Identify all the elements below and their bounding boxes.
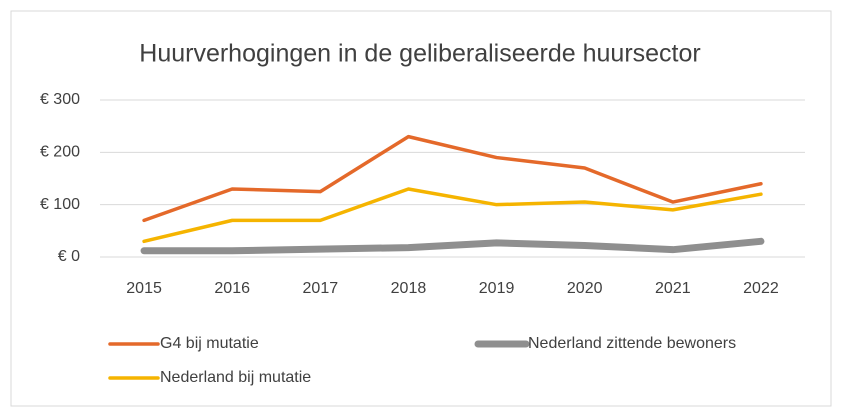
- x-tick-label: 2018: [391, 280, 427, 297]
- x-tick-label: 2020: [567, 280, 603, 297]
- x-tick-label: 2021: [655, 280, 691, 297]
- y-tick-label: € 200: [40, 144, 80, 161]
- y-tick-label: € 300: [40, 91, 80, 108]
- series-line: [140, 237, 765, 255]
- x-tick-label: 2016: [214, 280, 250, 297]
- y-tick-label: € 0: [58, 248, 80, 265]
- series-line: [142, 187, 763, 244]
- x-tick-label: 2017: [303, 280, 339, 297]
- series-line: [142, 134, 763, 223]
- x-tick-label: 2019: [479, 280, 515, 297]
- y-tick-label: € 100: [40, 196, 80, 213]
- legend-label: Nederland bij mutatie: [160, 369, 311, 386]
- x-tick-label: 2022: [743, 280, 779, 297]
- legend-label: Nederland zittende bewoners: [528, 335, 736, 352]
- legend-label: G4 bij mutatie: [160, 335, 259, 352]
- chart-border: [10, 10, 832, 407]
- chart-title: Huurverhogingen in de geliberaliseerde h…: [139, 40, 700, 68]
- x-tick-label: 2015: [126, 280, 162, 297]
